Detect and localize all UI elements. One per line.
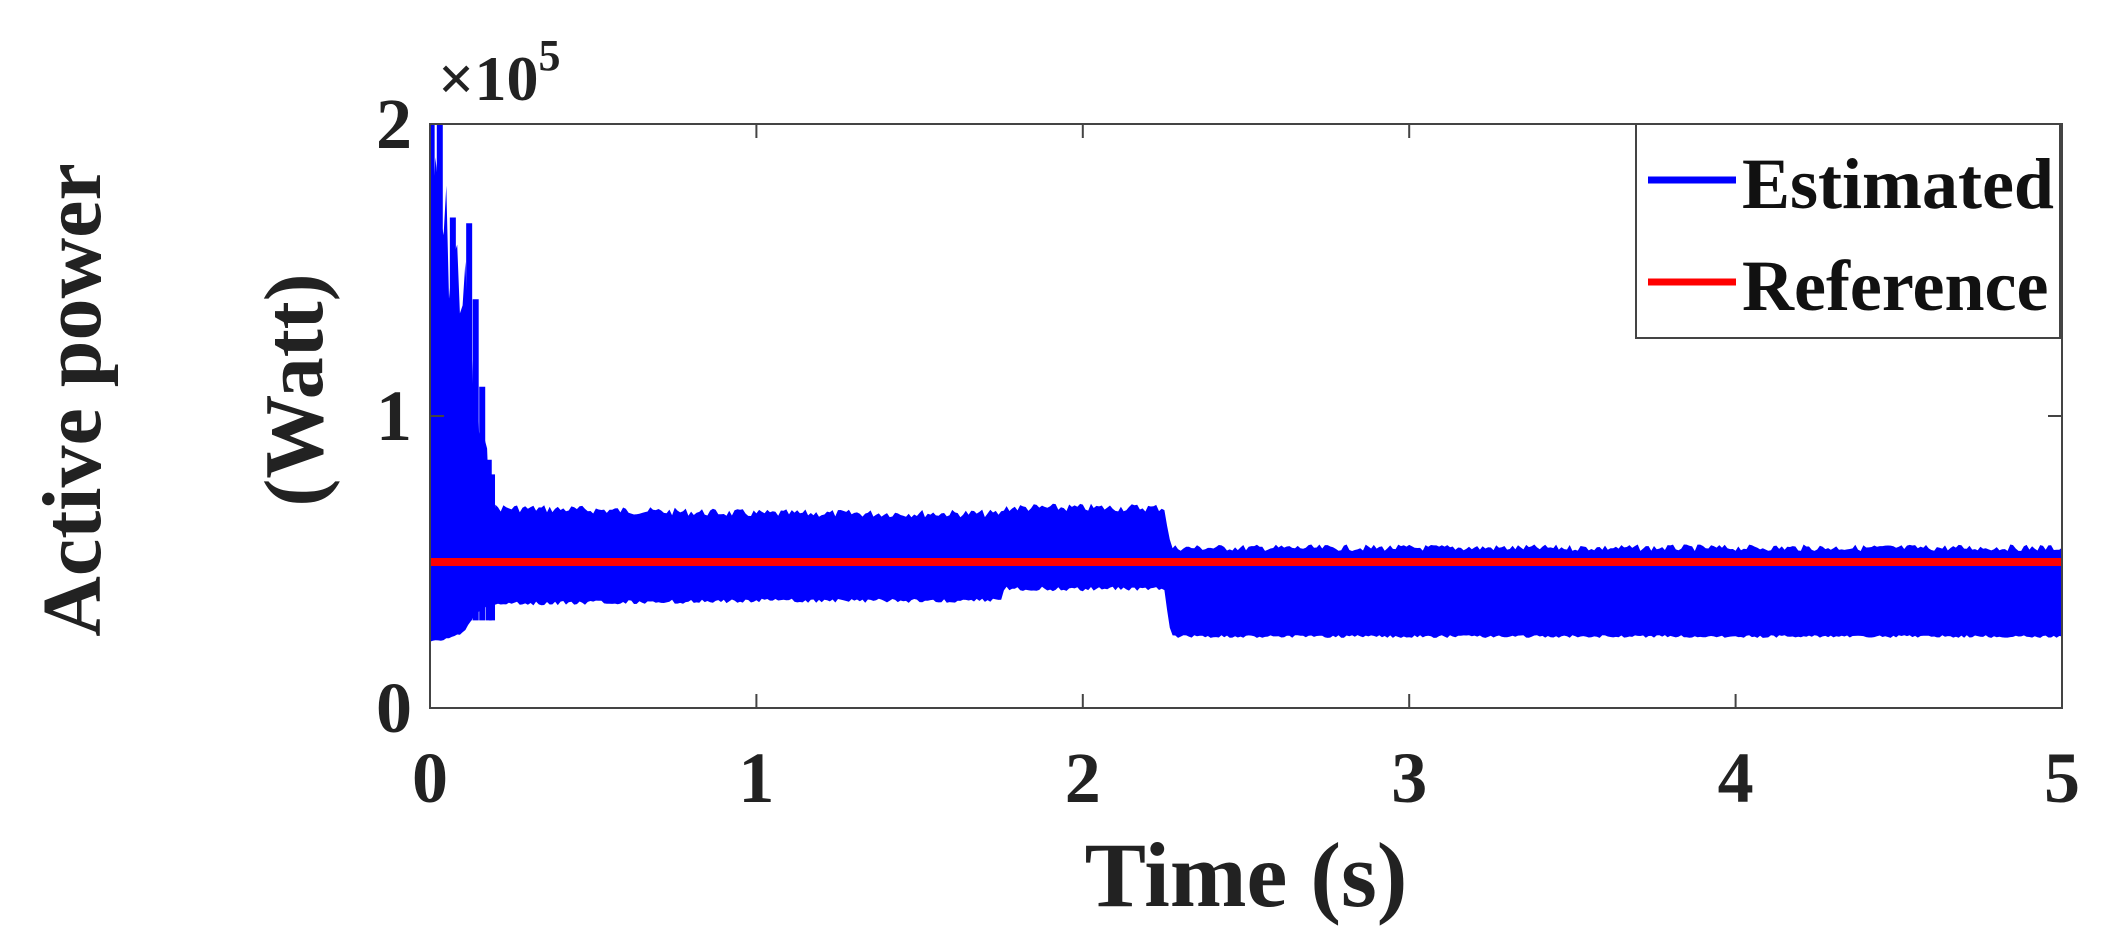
y-axis-multiplier: ×105 (438, 31, 560, 114)
y-axis-multiplier-base: ×10 (438, 43, 538, 114)
x-tick-label: 0 (412, 738, 448, 818)
x-tick-label: 1 (738, 738, 774, 818)
y-axis-multiplier-exponent: 5 (538, 31, 560, 80)
tick-layer: 0 1 2 3 4 5 0 1 2 (376, 84, 2080, 818)
legend-label-estimated: Estimated (1742, 144, 2054, 224)
legend-box (1635, 123, 2061, 339)
x-tick-label: 3 (1391, 738, 1427, 818)
x-tick-label: 4 (1718, 738, 1754, 818)
y-axis-label-line1: Active power (26, 163, 119, 636)
y-tick-label: 2 (376, 84, 412, 164)
series-layer (430, 124, 2062, 642)
x-tick-label: 2 (1065, 738, 1101, 818)
y-axis-label-line2: (Watt) (248, 273, 341, 506)
series-estimated (430, 157, 2062, 642)
y-tick-label: 0 (376, 668, 412, 748)
legend: Estimated Reference (1635, 123, 2061, 339)
x-tick-label: 5 (2044, 738, 2080, 818)
legend-label-reference: Reference (1742, 246, 2048, 326)
y-tick-label: 1 (376, 376, 412, 456)
x-axis-label: Time (s) (1085, 824, 1408, 926)
